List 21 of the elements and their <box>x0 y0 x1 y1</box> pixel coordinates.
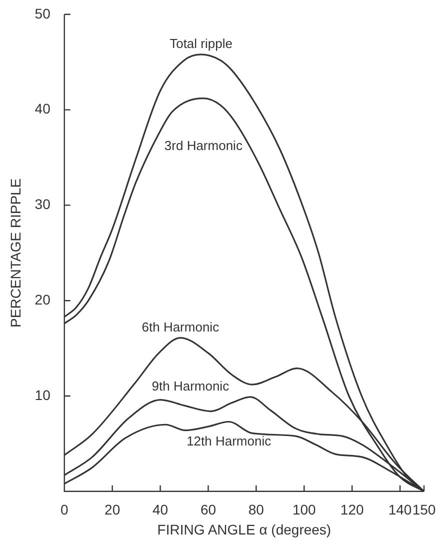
series-label: 9th Harmonic <box>152 378 230 394</box>
x-tick-label: 20 <box>104 502 120 518</box>
x-tick-label: 40 <box>152 502 168 518</box>
y-tick-label: 50 <box>34 5 51 22</box>
x-tick-label: 120 <box>340 502 364 518</box>
series-label: Total ripple <box>170 36 232 52</box>
x-tick-label: 100 <box>292 502 316 518</box>
y-tick-label: 10 <box>34 386 51 403</box>
y-axis-title: PERCENTAGE RIPPLE <box>7 178 24 328</box>
y-tick-label: 20 <box>34 291 51 308</box>
series-label: 12th Harmonic <box>186 433 272 448</box>
series-label: 6th Harmonic <box>142 319 220 334</box>
series-label: 3rd Harmonic <box>164 138 243 153</box>
x-tick-label: 0 <box>60 502 68 518</box>
x-tick-label: 80 <box>248 502 264 518</box>
x-tick-label: 140 <box>388 502 412 518</box>
x-axis-title: FIRING ANGLE α (degrees) <box>157 521 332 538</box>
y-tick-label: 40 <box>34 100 51 117</box>
y-tick-label: 30 <box>34 196 51 212</box>
x-tick-label: 60 <box>200 502 216 518</box>
x-tick-label: 150 <box>412 502 436 518</box>
